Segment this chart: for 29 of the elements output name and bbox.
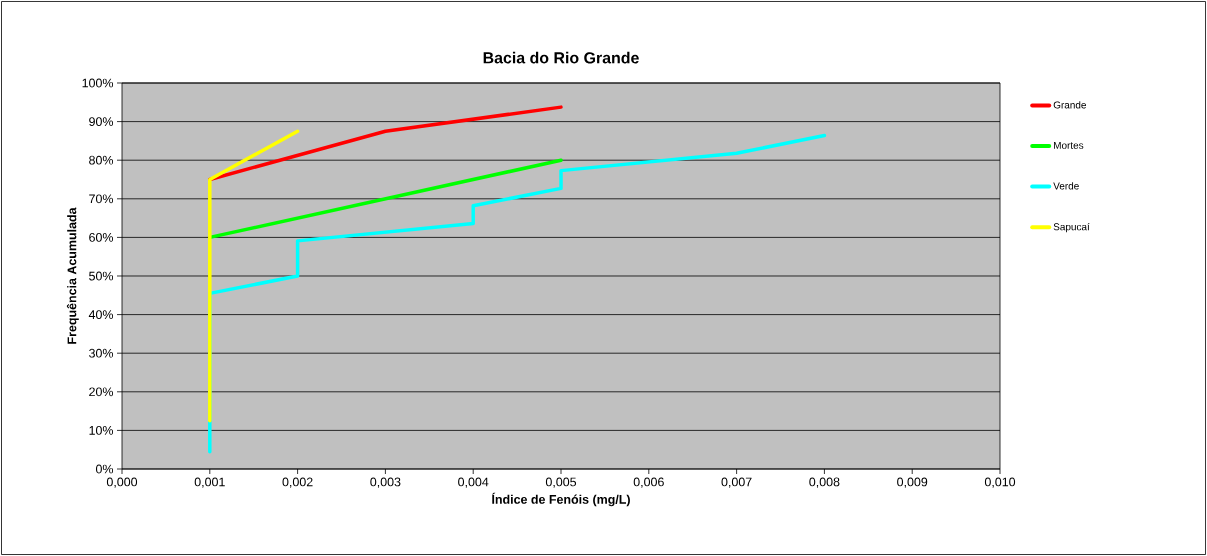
y-tick-label: 50% — [89, 271, 114, 281]
x-tick-label: 0,002 — [282, 477, 313, 488]
legend-label: Verde — [1053, 182, 1079, 190]
y-axis-title: Frequência Acumulada — [66, 207, 79, 344]
chart-title: Bacia do Rio Grande — [483, 51, 639, 64]
legend-label: Grande — [1053, 101, 1086, 109]
y-tick-label: 10% — [89, 426, 114, 435]
y-tick-label: 100% — [82, 78, 114, 88]
x-tick-label: 0,006 — [633, 477, 664, 488]
y-tick-label: 40% — [88, 310, 114, 320]
x-tick-label: 0,008 — [809, 477, 840, 488]
y-tick-label: 60% — [89, 233, 114, 242]
x-tick-label: 0,004 — [458, 477, 489, 488]
legend-label: Mortes — [1054, 141, 1084, 149]
legend-label: Sapucaí — [1053, 222, 1090, 233]
y-tick-label: 70% — [89, 194, 114, 204]
x-tick-label: 0,010 — [984, 477, 1016, 488]
x-axis-title: Índice de Fenóis (mg/L) — [492, 492, 630, 507]
x-tick-label: 0,009 — [897, 477, 928, 488]
x-tick-label: 0,000 — [106, 477, 138, 488]
y-tick-label: 80% — [89, 155, 114, 165]
y-tick-label: 0% — [95, 464, 114, 474]
x-tick-label: 0,007 — [721, 477, 752, 488]
x-tick-label: 0,003 — [370, 477, 401, 488]
x-tick-label: 0,001 — [194, 477, 225, 488]
y-tick-label: 30% — [89, 348, 114, 358]
y-tick-label: 90% — [89, 117, 114, 127]
x-tick-label: 0,005 — [545, 477, 577, 488]
y-tick-label: 20% — [89, 387, 114, 397]
